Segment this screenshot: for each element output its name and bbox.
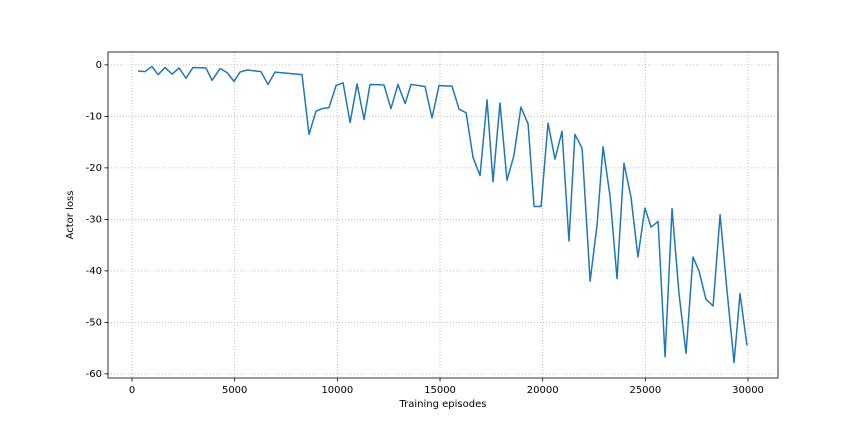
x-tick-label: 15000 — [424, 385, 456, 396]
data-line — [137, 65, 748, 364]
x-tick-label: 25000 — [629, 385, 661, 396]
x-tick-label: 5000 — [222, 385, 247, 396]
x-tick-label: 0 — [129, 385, 135, 396]
y-tick-label: 0 — [96, 60, 102, 71]
y-tick-label: -50 — [86, 317, 102, 328]
x-tick-label: 30000 — [732, 385, 764, 396]
x-tick-label: 20000 — [527, 385, 559, 396]
plot-frame — [107, 51, 779, 379]
y-tick-label: -20 — [86, 163, 102, 174]
y-axis-label: Actor loss — [65, 191, 76, 240]
y-tick-label: -10 — [86, 111, 102, 122]
y-tick-label: -30 — [86, 214, 102, 225]
x-tick-label: 10000 — [321, 385, 353, 396]
y-tick-label: -40 — [86, 266, 102, 277]
x-axis-label: Training episodes — [399, 399, 487, 410]
y-tick-label: -60 — [86, 369, 102, 380]
